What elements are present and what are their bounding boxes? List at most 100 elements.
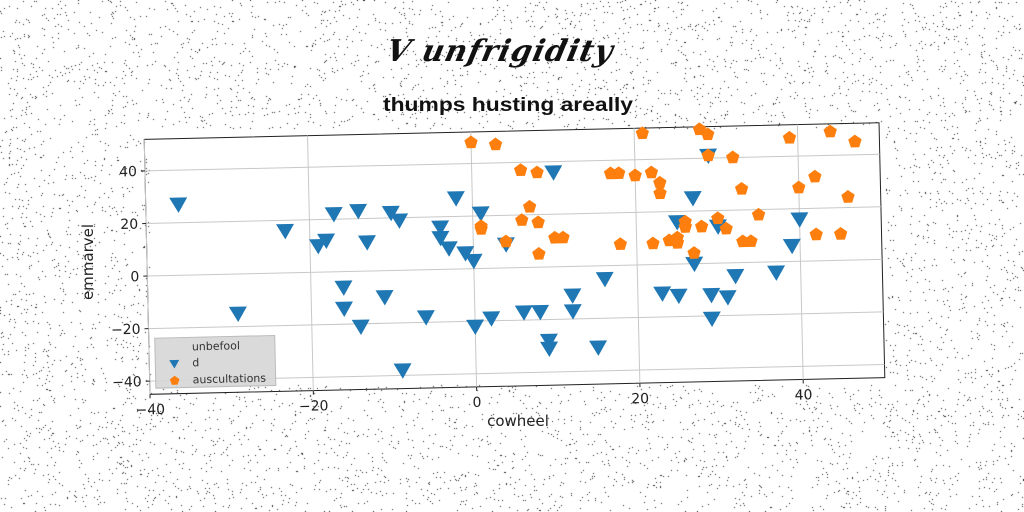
triangle-point <box>334 280 353 296</box>
grid-line-x <box>307 135 314 391</box>
triangle-point <box>544 165 563 181</box>
triangle-point <box>464 253 483 270</box>
x-axis-ticks: −40 −20 0 20 40 <box>135 379 813 419</box>
triangle-point <box>317 233 336 249</box>
legend-marker-d <box>169 359 180 369</box>
triangle-point <box>416 310 435 326</box>
legend-swatch <box>169 375 180 385</box>
triangle-point <box>653 286 672 302</box>
triangle-point <box>595 271 614 288</box>
triangle-point <box>357 235 376 251</box>
pentagon-point <box>646 236 660 250</box>
x-tick-label: 40 <box>794 387 812 403</box>
x-tick-label: 0 <box>472 395 481 411</box>
triangle-point <box>685 256 704 273</box>
legend-title: unbefool <box>192 339 240 353</box>
legend-swatch <box>169 359 180 369</box>
pentagon-point <box>531 215 545 229</box>
pentagon-point <box>678 220 692 233</box>
pentagon-point <box>644 165 659 179</box>
triangle-point <box>431 220 450 236</box>
grid-line-y <box>146 206 881 224</box>
triangle-point <box>351 319 370 335</box>
data-markers <box>169 122 862 379</box>
pentagon-point <box>809 227 823 241</box>
triangle-point <box>390 213 409 229</box>
grid-line-y <box>148 311 884 330</box>
triangle-point <box>589 340 608 356</box>
pentagon-point <box>613 237 627 250</box>
pentagon-point <box>782 130 797 144</box>
pentagon-point <box>694 219 709 233</box>
y-axis-label: emmarvel <box>79 224 97 300</box>
triangle-point <box>563 288 582 304</box>
pentagon-point <box>513 163 528 177</box>
triangle-point <box>563 304 582 320</box>
pentagon-point <box>474 222 488 235</box>
pentagon-point <box>726 150 740 164</box>
triangle-point <box>169 197 188 213</box>
triangle-point <box>482 311 501 327</box>
pentagon-point <box>464 135 478 149</box>
chart-title: thumps husting areally <box>383 95 634 116</box>
triangle-point <box>669 288 688 305</box>
legend-box <box>154 334 277 389</box>
grid-line-x <box>796 124 804 380</box>
y-tick-label: −20 <box>111 322 141 339</box>
pentagon-point <box>653 175 667 189</box>
legend[interactable]: unbefool d auscultations <box>154 334 277 389</box>
pentagon-point <box>751 207 766 221</box>
pentagon-point <box>515 213 529 226</box>
pentagon-point <box>522 199 537 213</box>
y-tick-label: 40 <box>119 164 137 180</box>
triangle-point <box>708 219 727 235</box>
triangle-point <box>471 206 490 222</box>
pentagon-point <box>719 221 733 235</box>
pentagon-point <box>792 180 806 194</box>
pentagon-point <box>532 247 546 260</box>
triangle-point <box>228 306 247 322</box>
triangle-point <box>456 246 475 262</box>
pentagon-point <box>628 168 642 182</box>
x-tick-label: −20 <box>299 398 329 415</box>
triangle-point <box>431 230 450 247</box>
pentagon-point <box>612 166 626 180</box>
triangle-point <box>309 238 328 255</box>
pentagon-point <box>488 137 503 151</box>
triangle-point <box>767 265 786 281</box>
legend-label-d: d <box>192 356 199 369</box>
pentagon-point <box>848 134 862 148</box>
triangle-point <box>439 241 458 257</box>
pentagon-point <box>700 127 715 141</box>
pentagon-point <box>841 190 855 203</box>
triangle-point <box>381 205 400 222</box>
triangle-point <box>514 305 533 321</box>
triangle-point <box>324 207 343 223</box>
pentagon-point <box>635 126 649 140</box>
triangle-point <box>683 190 702 207</box>
triangle-point <box>531 304 550 321</box>
pentagon-point <box>499 234 513 248</box>
triangle-point <box>276 223 295 240</box>
x-tick-label: −40 <box>135 402 165 419</box>
triangle-point <box>539 333 558 350</box>
triangle-point <box>726 268 745 285</box>
triangle-point <box>393 363 412 379</box>
pentagon-point <box>744 234 758 248</box>
y-tick-label: 0 <box>130 269 139 285</box>
series-d <box>169 148 809 379</box>
pentagon-point <box>556 230 570 244</box>
plot-frame-group: −40 −20 0 20 40 −40 −20 0 20 40 unbefool d auscu… <box>111 122 886 419</box>
pentagon-point <box>670 236 685 249</box>
triangle-point <box>718 290 737 306</box>
pentagon-point <box>687 246 701 259</box>
pentagon-point <box>701 148 715 162</box>
triangle-point <box>466 319 485 336</box>
pentagon-point <box>530 165 544 179</box>
triangle-point <box>375 290 394 306</box>
triangle-point <box>702 287 721 304</box>
pentagon-point <box>808 169 822 183</box>
pentagon-point <box>653 186 667 200</box>
